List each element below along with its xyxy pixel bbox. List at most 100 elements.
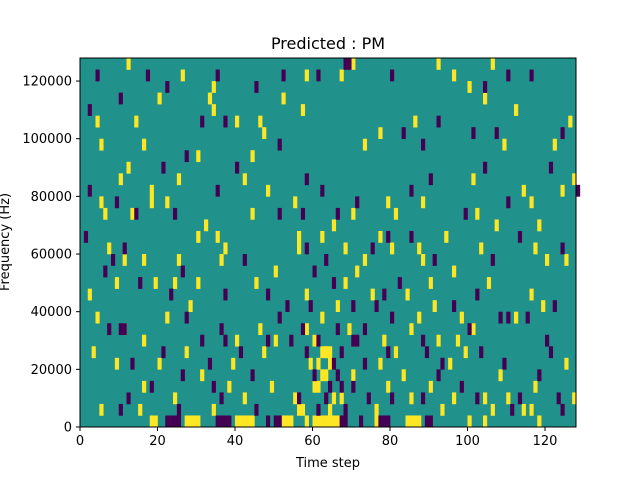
heatmap-cell-high <box>564 357 569 370</box>
heatmap-cell-low <box>215 184 220 197</box>
heatmap-cell-high <box>514 311 519 324</box>
heatmap-cell-high <box>494 219 499 232</box>
heatmap-cell-low <box>215 415 220 428</box>
heatmap-cell-high <box>541 300 546 312</box>
heatmap-cell-low <box>471 127 476 140</box>
heatmap-cell-high <box>304 415 309 428</box>
heatmap-cell-low <box>436 115 441 128</box>
heatmap-cell-high <box>211 81 216 93</box>
heatmap-cell-high <box>142 254 147 266</box>
heatmap-cell-low <box>366 392 371 405</box>
heatmap-cell-high <box>134 115 139 128</box>
heatmap-cell-high <box>502 138 507 151</box>
heatmap-cell-high <box>351 369 356 382</box>
y-tick-label: 60000 <box>31 248 72 263</box>
heatmap-cell-high <box>521 403 526 416</box>
heatmap-cell-high <box>467 415 472 428</box>
heatmap-cell-low <box>545 334 550 347</box>
heatmap-cell-high <box>266 184 271 197</box>
heatmap-cell-low <box>165 81 170 93</box>
heatmap-cell-high <box>374 403 379 416</box>
heatmap-cell-high <box>165 311 170 324</box>
heatmap-cell-low <box>118 403 123 416</box>
plot-frame <box>79 57 577 428</box>
heatmap-cell-low <box>200 115 205 128</box>
heatmap-cell-low <box>211 380 216 393</box>
heatmap-cell-high <box>231 357 236 370</box>
heatmap-cell-high <box>467 81 472 93</box>
heatmap-cell-high <box>180 69 185 82</box>
heatmap-cell-high <box>529 403 534 416</box>
heatmap-cell-low <box>498 311 503 324</box>
heatmap-cell-high <box>308 357 313 370</box>
heatmap-cell-high <box>343 242 348 255</box>
heatmap-cell-low <box>421 138 426 151</box>
heatmap-cell-high <box>572 392 577 405</box>
heatmap-cell-low <box>370 242 375 255</box>
heatmap-cell-high <box>455 334 461 347</box>
heatmap-cell-high <box>362 254 368 266</box>
heatmap-cell-high <box>545 254 550 266</box>
heatmap-cell-high <box>142 334 147 347</box>
heatmap-cell-high <box>459 311 464 324</box>
heatmap-cell-high <box>320 415 325 428</box>
heatmap-cell-high <box>370 288 375 301</box>
heatmap-cell-low <box>362 357 368 370</box>
heatmap-cell-low <box>432 254 437 266</box>
heatmap-cell-high <box>537 415 542 428</box>
heatmap-cell-high <box>328 346 333 359</box>
heatmap-cell-low <box>335 207 340 220</box>
heatmap-cell-high <box>149 196 154 209</box>
heatmap-cell-low <box>463 207 468 220</box>
heatmap-cell-high <box>316 357 321 370</box>
heatmap-cell-high <box>444 230 449 243</box>
heatmap-cell-high <box>320 311 325 324</box>
heatmap-cell-low <box>138 277 143 289</box>
heatmap-cell-low <box>161 346 166 359</box>
heatmap-cell-low <box>351 380 356 393</box>
heatmap-cell-low <box>277 311 282 324</box>
heatmap-cell-low <box>331 357 337 370</box>
heatmap-cell-low <box>316 403 321 416</box>
heatmap-cell-high <box>320 369 325 382</box>
y-tick-label: 20000 <box>31 363 72 378</box>
chart-title: Predicted : PM <box>271 34 385 53</box>
heatmap-cell-high <box>99 403 104 416</box>
heatmap-cell-low <box>103 265 108 278</box>
heatmap-cell-high <box>529 288 534 301</box>
heatmap-cell-low <box>308 300 313 312</box>
heatmap-cell-low <box>83 230 89 243</box>
heatmap-cell-high <box>176 173 182 186</box>
heatmap-cell-high <box>421 196 426 209</box>
heatmap-cell-low <box>459 380 464 393</box>
heatmap-cell-high <box>149 415 154 428</box>
heatmap-cell-high <box>506 392 511 405</box>
heatmap-cell-high <box>153 415 158 428</box>
heatmap-cell-high <box>293 196 298 209</box>
heatmap-cell-low <box>304 242 309 255</box>
heatmap-cell-high <box>297 230 302 243</box>
heatmap-cell-high <box>281 415 286 428</box>
heatmap-cell-low <box>169 415 174 428</box>
heatmap-cell-high <box>405 288 410 301</box>
heatmap-cell-low <box>235 161 240 174</box>
heatmap-cell-low <box>184 311 189 324</box>
heatmap-cell-low <box>134 207 139 220</box>
heatmap-cell-low <box>266 334 271 347</box>
heatmap-cell-high <box>362 138 368 151</box>
heatmap-cell-high <box>471 173 476 186</box>
heatmap-cell-high <box>324 415 329 428</box>
heatmap-cell-high <box>188 300 193 312</box>
heatmap-cell-high <box>173 277 178 289</box>
heatmap-cell-high <box>452 265 457 278</box>
heatmap-cell-low <box>122 323 127 336</box>
heatmap-cell-high <box>227 380 232 393</box>
heatmap-cell-high <box>417 415 422 428</box>
heatmap-cell-high <box>165 196 170 209</box>
heatmap-cell-low <box>223 288 228 301</box>
heatmap-cell-high <box>122 254 127 266</box>
heatmap-cell-low <box>304 173 309 186</box>
heatmap-cell-low <box>173 415 178 428</box>
x-axis: 0 20 40 60 80 100 120 <box>76 427 557 449</box>
heatmap-cell-high <box>316 415 321 428</box>
